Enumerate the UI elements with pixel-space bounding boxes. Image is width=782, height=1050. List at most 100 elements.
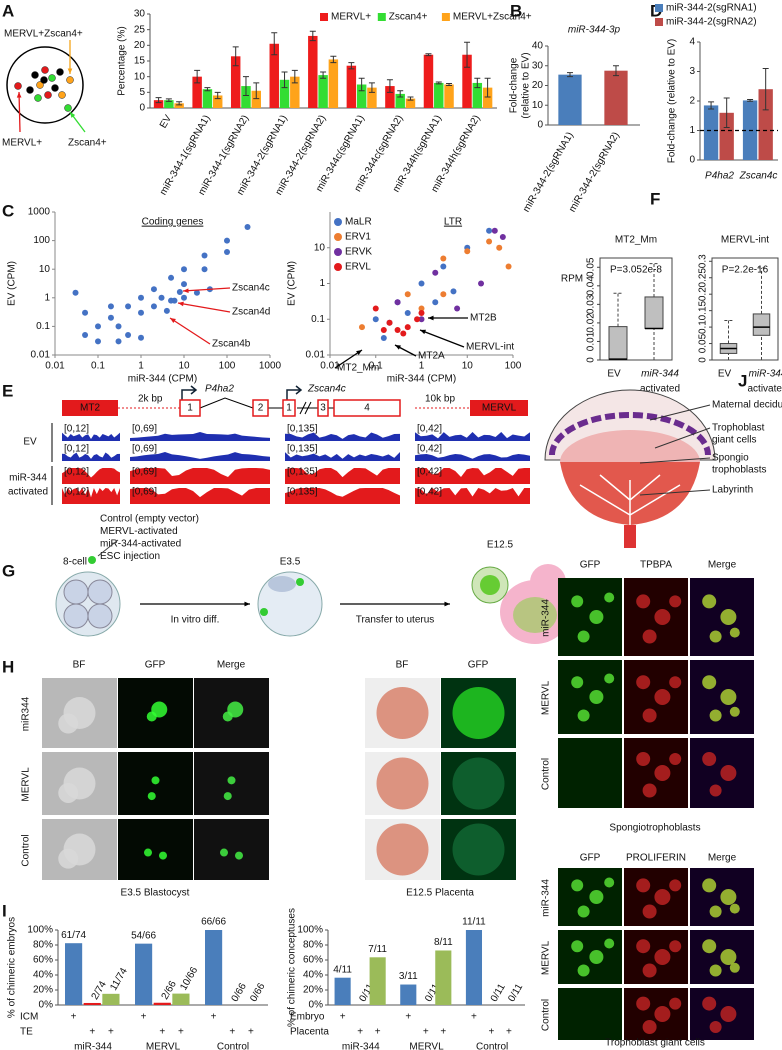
signal-track [62, 452, 120, 461]
condition: EV [23, 437, 37, 448]
micrograph-feature [642, 708, 657, 723]
bar [153, 1002, 171, 1005]
chart-title: Coding genes [142, 217, 204, 228]
track-range: [0,42] [417, 444, 442, 455]
point [107, 303, 114, 310]
point [404, 324, 411, 331]
point [486, 227, 493, 234]
x-tick-label: activated [747, 384, 782, 395]
injection-text: MERVL-activated [100, 526, 178, 537]
error-bar [762, 68, 769, 111]
bar [290, 76, 300, 108]
diagram-label: MERVL+Zscan4+ [4, 29, 83, 40]
micrograph-feature [642, 1020, 657, 1034]
row-mark: + [89, 1027, 95, 1038]
point [201, 252, 208, 259]
arrow-head [395, 345, 401, 350]
point [82, 332, 89, 339]
row-mark: + [471, 1012, 477, 1023]
y-tick-label: 0 [689, 155, 695, 166]
point [418, 316, 425, 323]
exon [333, 399, 401, 417]
arrow-head [428, 315, 434, 321]
y-tick-label: 20% [33, 985, 53, 996]
micrograph-feature [376, 687, 429, 739]
cell [14, 82, 22, 90]
track-range: [0,69] [132, 487, 157, 498]
gfp-cell [296, 578, 304, 586]
micrograph-feature [702, 996, 717, 1011]
y-tick-label: 5 [139, 87, 145, 98]
y-axis-label: Fold-change [509, 57, 520, 113]
micrograph-feature [729, 903, 740, 914]
error-bar [397, 90, 404, 98]
icm [268, 576, 296, 592]
micrograph-feature [642, 629, 657, 644]
micrograph-feature [654, 949, 671, 965]
error-bar [612, 65, 619, 77]
y-tick-label: 15 [134, 56, 146, 67]
point [150, 303, 157, 310]
micrograph-feature [636, 594, 651, 609]
stage: E3.5 [280, 557, 301, 568]
point [380, 327, 387, 334]
row-label: Placenta [290, 1027, 329, 1038]
bar [328, 59, 339, 108]
value-label: 8/11 [434, 937, 453, 948]
arrow [177, 302, 231, 313]
cell [36, 81, 44, 89]
y-tick-label: 3 [689, 66, 695, 77]
chart-title: MT2_Mm [615, 235, 657, 246]
cell [58, 91, 66, 99]
micrograph-feature [702, 675, 717, 690]
column-header: PROLIFERIN [626, 853, 686, 864]
row-mark: + [375, 1027, 381, 1038]
signal-track [130, 488, 270, 504]
micrograph-feature [654, 689, 671, 705]
y-tick-label: 20 [532, 80, 544, 91]
x-tick-label: 10 [178, 361, 190, 372]
panel-label: G [2, 561, 15, 580]
error-bar [358, 77, 365, 92]
row-mark: + [423, 1027, 429, 1038]
gene-name: Zscan4c [307, 384, 346, 395]
bar [230, 56, 241, 108]
y-tick-label: 0.01 [306, 350, 326, 361]
micrograph-feature [720, 1006, 737, 1022]
annotation: Zscan4b [212, 339, 251, 350]
column-header: GFP [145, 660, 166, 671]
micrograph-feature [589, 610, 604, 624]
row-label: Control [541, 999, 552, 1031]
micrograph-feature [571, 879, 584, 892]
row-mark: + [229, 1027, 235, 1038]
x-tick-label: miR-344 [74, 1042, 112, 1050]
micrograph [558, 738, 622, 808]
error-bar [320, 71, 327, 79]
point [168, 274, 175, 281]
leader [639, 457, 711, 464]
bar [367, 87, 377, 108]
point [394, 299, 401, 306]
y-tick-label: 30 [134, 9, 146, 20]
point [181, 294, 187, 301]
cell [31, 71, 39, 79]
element-label: MT2 [80, 403, 100, 414]
signal-track [415, 432, 530, 441]
bar [308, 35, 318, 108]
column-header: TPBPA [640, 560, 672, 571]
y-tick-label: 0.01 [586, 331, 597, 351]
micrograph-feature [709, 784, 722, 797]
chart-title: MERVL-int [721, 235, 769, 246]
row-label: miR344 [21, 696, 32, 731]
micrograph-feature [720, 765, 737, 781]
signal-track [285, 468, 400, 484]
micrograph-feature [58, 848, 79, 869]
y-axis-label: RPM [561, 274, 583, 285]
diagram-label: Maternal decidua [712, 400, 782, 411]
track-range: [0,135] [287, 444, 318, 455]
condition: miR-344 [9, 473, 47, 484]
diagram-label: Zscan4+ [68, 138, 107, 149]
y-tick-label: 0% [39, 1000, 54, 1011]
y-axis-label: EV (CPM) [287, 261, 298, 306]
